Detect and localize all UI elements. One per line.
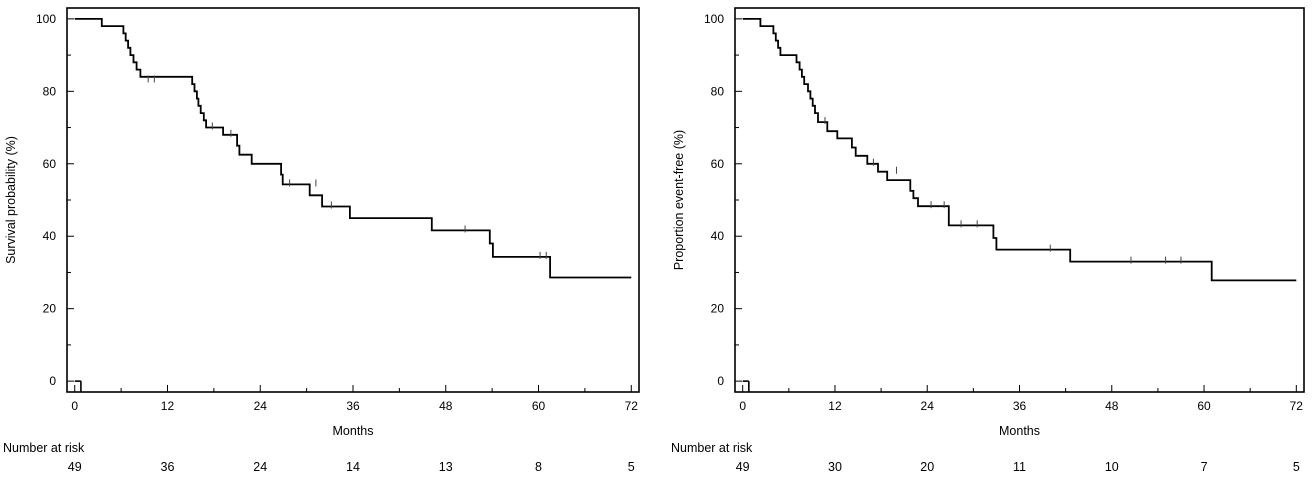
y-tick-label: 0 [717,374,724,388]
x-tick-label: 24 [254,399,268,413]
survival-chart-panel: 0 20 40 60 80 100 0 12 24 36 48 60 72 Months Survival … [3,7,640,474]
survival-step-line [74,17,632,279]
x-tick-label: 72 [1290,399,1304,413]
risk-count: 8 [535,460,542,474]
plot-frame [66,7,640,393]
x-tick-label: 36 [346,399,360,413]
y-tick-label: 0 [49,374,56,388]
x-tick-label: 48 [439,399,453,413]
y-tick-label: 40 [43,229,57,243]
plot-frame [734,7,1305,393]
risk-count: 14 [346,460,360,474]
y-tick-label: 80 [711,84,725,98]
x-tick-label: 24 [921,399,935,413]
y-tick-label: 100 [36,12,56,26]
y-axis-label: Proportion event-free (%) [672,130,686,270]
x-tick-label: 36 [1013,399,1027,413]
x-tick-label: 48 [1105,399,1119,413]
risk-count: 11 [1013,460,1026,474]
risk-count: 36 [161,460,175,474]
x-tick-label: 0 [71,399,78,413]
x-tick-label: 12 [828,399,842,413]
x-tick-label: 12 [161,399,175,413]
risk-count: 30 [828,460,842,474]
x-tick-label: 60 [1197,399,1211,413]
risk-count: 24 [253,460,267,474]
risk-table-title: Number at risk [671,441,753,455]
survival-step-line [742,17,1297,282]
risk-count: 20 [920,460,934,474]
x-tick-label: 60 [532,399,546,413]
y-tick-label: 60 [43,157,57,171]
risk-count: 49 [736,460,750,474]
y-tick-label: 60 [711,157,725,171]
y-tick-label: 40 [711,229,725,243]
x-tick-label: 0 [739,399,746,413]
risk-count: 5 [628,460,635,474]
x-axis-label: Months [333,424,374,438]
risk-count: 7 [1201,460,1208,474]
y-tick-label: 80 [43,84,57,98]
y-tick-label: 100 [704,12,724,26]
risk-table-title: Number at risk [3,441,85,455]
risk-count: 10 [1105,460,1119,474]
risk-count: 49 [68,460,82,474]
x-axis-label: Months [999,424,1040,438]
risk-count: 13 [439,460,453,474]
event-free-chart-panel: 0 20 40 60 80 100 0 12 24 36 48 60 72 Months Proportio… [671,7,1305,474]
y-tick-label: 20 [711,302,725,316]
y-axis-label: Survival probability (%) [4,136,18,264]
x-tick-label: 72 [625,399,639,413]
risk-count: 5 [1293,460,1300,474]
y-tick-label: 20 [43,302,57,316]
